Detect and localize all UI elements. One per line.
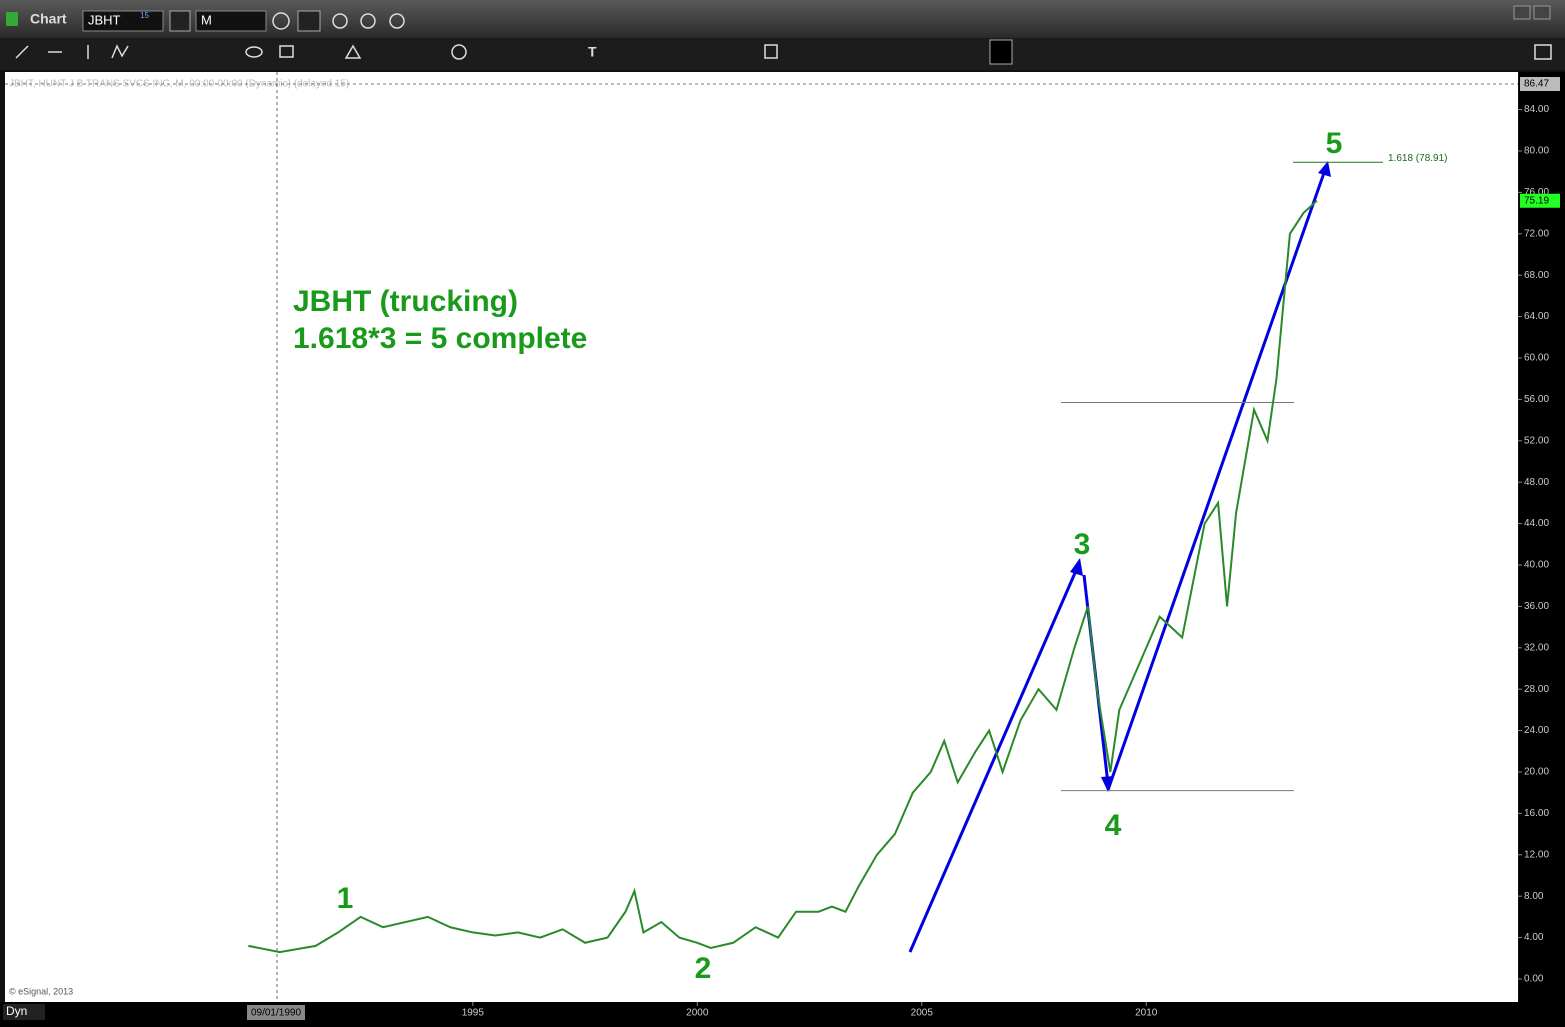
y-tick-label: 80.00 [1524,146,1549,157]
y-tick-label: 72.00 [1524,228,1549,239]
x-tick-label: 2005 [911,1008,934,1019]
wave-label: 4 [1105,809,1122,842]
high-label: 86.47 [1524,79,1549,90]
plot-area [5,72,1518,1002]
y-tick-label: 24.00 [1524,725,1549,736]
y-tick-label: 36.00 [1524,601,1549,612]
time-axis [0,1002,1565,1027]
clock-button[interactable] [272,12,290,30]
y-tick-label: 32.00 [1524,642,1549,653]
y-tick-label: 0.00 [1524,974,1544,985]
window-title: Chart [30,11,67,27]
symbol-box[interactable] [82,10,164,32]
trend-arrow [908,565,1080,953]
y-tick-label: 64.00 [1524,311,1549,322]
tool-rect[interactable] [279,45,294,58]
copyright: © eSignal, 2013 [9,986,73,996]
draw-button[interactable] [297,10,321,32]
annotation: 1.618*3 = 5 complete [293,322,587,355]
refresh-button[interactable] [332,13,348,29]
wave-label: 1 [337,882,354,915]
settings-button[interactable] [169,10,191,32]
y-tick-label: 52.00 [1524,435,1549,446]
tool-ellipse[interactable] [245,46,263,58]
wave-label: 2 [695,952,712,985]
restore-button[interactable] [1513,5,1531,20]
symbol-badge: 15 [140,11,149,20]
y-tick-label: 68.00 [1524,270,1549,281]
play-button[interactable] [360,13,376,29]
cursor-box [247,1005,305,1020]
wave-label: 5 [1326,127,1343,160]
y-tick-label: 12.00 [1524,849,1549,860]
chart-icon [6,12,18,26]
x-tick-label: 2010 [1135,1008,1158,1019]
annotation: JBHT (trucking) [293,285,518,318]
tool-grid[interactable] [764,44,778,59]
tool-wave[interactable] [111,44,129,59]
wave-label: 3 [1074,528,1091,561]
arrow-head [1318,161,1331,177]
status-box [3,1004,45,1020]
tool-magnet[interactable] [989,39,1013,65]
y-tick-label: 28.00 [1524,684,1549,695]
x-tick-label: 2000 [686,1008,709,1019]
symbol: JBHT [88,12,121,27]
y-tick-label: 56.00 [1524,394,1549,405]
y-tick-label: 40.00 [1524,560,1549,571]
interval-box[interactable] [195,10,267,32]
tool-text[interactable]: T [588,44,597,60]
cursor-label: 09/01/1990 [251,1008,301,1019]
price-axis [1519,72,1565,1002]
toolbar [0,38,1565,70]
close-button[interactable] [1533,5,1551,20]
drawing-tools: T [15,39,1552,65]
fib-label: 1.618 (78.91) [1388,153,1448,164]
x-tick-label: 1995 [462,1008,485,1019]
last-price-box [1520,193,1560,208]
y-tick-label: 48.00 [1524,477,1549,488]
last-price: 75.19 [1524,195,1549,206]
y-tick-label: 20.00 [1524,767,1549,778]
y-tick-label: 44.00 [1524,518,1549,529]
tool-line[interactable] [15,45,29,59]
interval: M [201,12,212,27]
arrow-head [1070,558,1083,576]
y-tick-label: 60.00 [1524,353,1549,364]
auto-button[interactable] [389,13,405,29]
status: Dyn [6,1004,27,1018]
tool-expand[interactable] [1534,44,1552,60]
y-tick-label: 4.00 [1524,932,1544,943]
price-line [248,200,1318,954]
tool-triangle[interactable] [344,44,362,59]
tool-circle[interactable] [451,44,467,60]
y-tick-label: 76.00 [1524,187,1549,198]
y-tick-label: 16.00 [1524,808,1549,819]
high-box [1520,77,1560,92]
y-tick-label: 8.00 [1524,891,1544,902]
y-tick-label: 84.00 [1524,104,1549,115]
trend-arrow [1106,169,1327,791]
